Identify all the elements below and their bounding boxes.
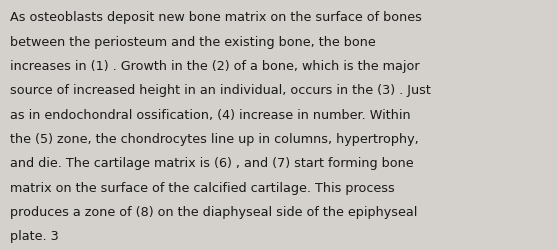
Text: produces a zone of (8) on the diaphyseal side of the epiphyseal: produces a zone of (8) on the diaphyseal… <box>10 205 417 218</box>
Text: the (5) zone, the chondrocytes line up in columns, hypertrophy,: the (5) zone, the chondrocytes line up i… <box>10 132 419 145</box>
Text: between the periosteum and the existing bone, the bone: between the periosteum and the existing … <box>10 36 376 49</box>
Text: as in endochondral ossification, (4) increase in number. Within: as in endochondral ossification, (4) inc… <box>10 108 411 121</box>
Text: matrix on the surface of the calcified cartilage. This process: matrix on the surface of the calcified c… <box>10 181 395 194</box>
Text: source of increased height in an individual, occurs in the (3) . Just: source of increased height in an individ… <box>10 84 431 97</box>
Text: and die. The cartilage matrix is (6) , and (7) start forming bone: and die. The cartilage matrix is (6) , a… <box>10 157 413 170</box>
Text: plate. 3: plate. 3 <box>10 230 59 242</box>
Text: increases in (1) . Growth in the (2) of a bone, which is the major: increases in (1) . Growth in the (2) of … <box>10 60 420 73</box>
Text: As osteoblasts deposit new bone matrix on the surface of bones: As osteoblasts deposit new bone matrix o… <box>10 11 422 24</box>
